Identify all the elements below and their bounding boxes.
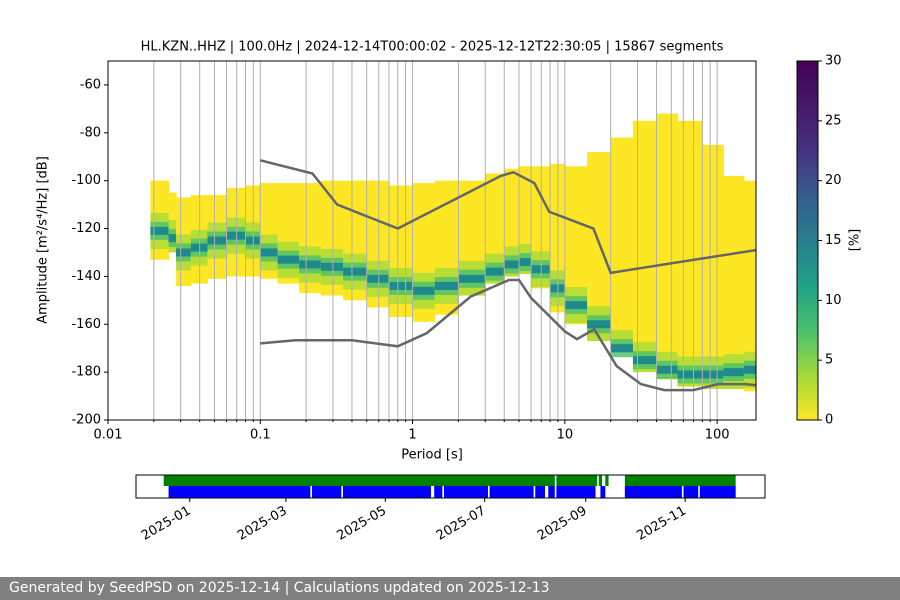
availability-segment <box>598 475 603 486</box>
psd-extent <box>610 137 634 353</box>
availability-segment <box>163 475 555 486</box>
psd-mode <box>343 267 368 276</box>
x-tick-label: 2025-07 <box>434 504 489 544</box>
heatmap <box>150 113 756 392</box>
availability-segment <box>311 486 342 498</box>
availability-frame <box>135 474 766 499</box>
y-tick-label: -60 <box>80 77 101 92</box>
x-tick-label: 2025-03 <box>235 504 290 544</box>
x-axis-label: Period [s] <box>401 448 463 463</box>
availability-segment <box>443 486 488 498</box>
psd-mode <box>564 301 588 310</box>
availability-segment <box>600 486 606 498</box>
psd-mode <box>458 274 486 283</box>
psd-mode <box>260 248 279 257</box>
availability-segment <box>624 486 682 498</box>
colorbar-tick-label: 10 <box>825 293 842 308</box>
psd-mode <box>677 370 703 379</box>
psd-mode <box>150 226 170 235</box>
availability-segment <box>168 486 311 498</box>
psd-mode <box>388 281 414 290</box>
x-tick-label: 10 <box>557 428 574 443</box>
psd-mode <box>519 258 532 267</box>
colorbar-tick-label: 15 <box>825 233 842 248</box>
availability-segment <box>683 486 699 498</box>
y-tick-label: -180 <box>71 365 101 380</box>
y-tick-label: -200 <box>71 413 101 428</box>
y-tick-label: -80 <box>80 125 101 140</box>
availability-segment <box>699 486 736 498</box>
psd-extent <box>656 113 679 380</box>
psd-extent <box>564 166 588 325</box>
x-tick-label: 2025-05 <box>335 504 390 544</box>
availability-segment <box>434 486 443 498</box>
psd-mode <box>656 365 679 374</box>
availability-segment <box>489 486 534 498</box>
psd-mode <box>723 368 745 377</box>
psd-extent <box>677 120 703 387</box>
psd-mode <box>207 236 227 245</box>
psd-mode <box>485 267 505 276</box>
y-tick-label: -140 <box>71 269 101 284</box>
noise-model <box>260 278 756 392</box>
plot-frame <box>107 60 757 421</box>
y-axis-label: Amplitude [m²/s⁴/Hz] [dB] <box>36 156 51 324</box>
x-tick-label: 2025-01 <box>139 504 194 544</box>
y-tick-label: -120 <box>71 221 101 236</box>
psd-mode <box>587 320 612 329</box>
psd-mode <box>434 281 459 290</box>
psd-mode <box>277 255 300 264</box>
colorbar-tick-label: 0 <box>825 413 833 428</box>
psd-mode <box>299 260 322 269</box>
psd-mode <box>320 262 344 271</box>
colorbar-tick-label: 25 <box>825 113 842 128</box>
psd-mode <box>176 248 192 257</box>
colorbar-label: [%] <box>848 229 863 252</box>
availability-segment <box>624 475 736 486</box>
x-tick-label: 0.01 <box>94 428 123 443</box>
psd-extent <box>743 180 756 392</box>
x-tick-label: 2025-09 <box>535 504 590 544</box>
x-tick-label: 0.1 <box>250 428 271 443</box>
footer-text: Generated by SeedPSD on 2025-12-14 | Cal… <box>9 580 550 596</box>
psd-mode <box>632 356 658 365</box>
availability-segment <box>535 486 546 498</box>
availability-segment <box>605 475 609 486</box>
psd-mode <box>743 365 756 374</box>
psd-mode <box>366 274 390 283</box>
psd-mode <box>504 260 520 269</box>
availability-segment <box>342 486 431 498</box>
colorbar-tick-label: 20 <box>825 173 842 188</box>
footer: Generated by SeedPSD on 2025-12-14 | Cal… <box>0 577 900 600</box>
x-tick-label: 100 <box>705 428 730 443</box>
psd-mode <box>412 286 436 295</box>
x-tick-label: 1 <box>408 428 416 443</box>
colorbar <box>796 60 819 421</box>
chart-title: HL.KZN..HHZ | 100.0Hz | 2024-12-14T00:00… <box>141 40 724 55</box>
colorbar-tick-label: 5 <box>825 353 833 368</box>
psd-mode <box>168 234 177 243</box>
noise-model <box>259 159 756 275</box>
colorbar-tick-label: 30 <box>825 54 842 69</box>
x-tick-label: 2025-11 <box>634 504 689 544</box>
psd-extent <box>632 120 658 373</box>
availability-segment <box>548 486 555 498</box>
psd-mode <box>702 370 724 379</box>
y-tick-label: -100 <box>71 173 101 188</box>
availability-segment <box>556 486 596 498</box>
chart: HL.KZN..HHZ | 100.0Hz | 2024-12-14T00:00… <box>36 40 863 544</box>
psd-extent <box>702 144 724 389</box>
psd-mode <box>610 344 634 353</box>
psd-extent <box>723 175 745 389</box>
y-tick-label: -160 <box>71 317 101 332</box>
availability-segment <box>556 475 598 486</box>
